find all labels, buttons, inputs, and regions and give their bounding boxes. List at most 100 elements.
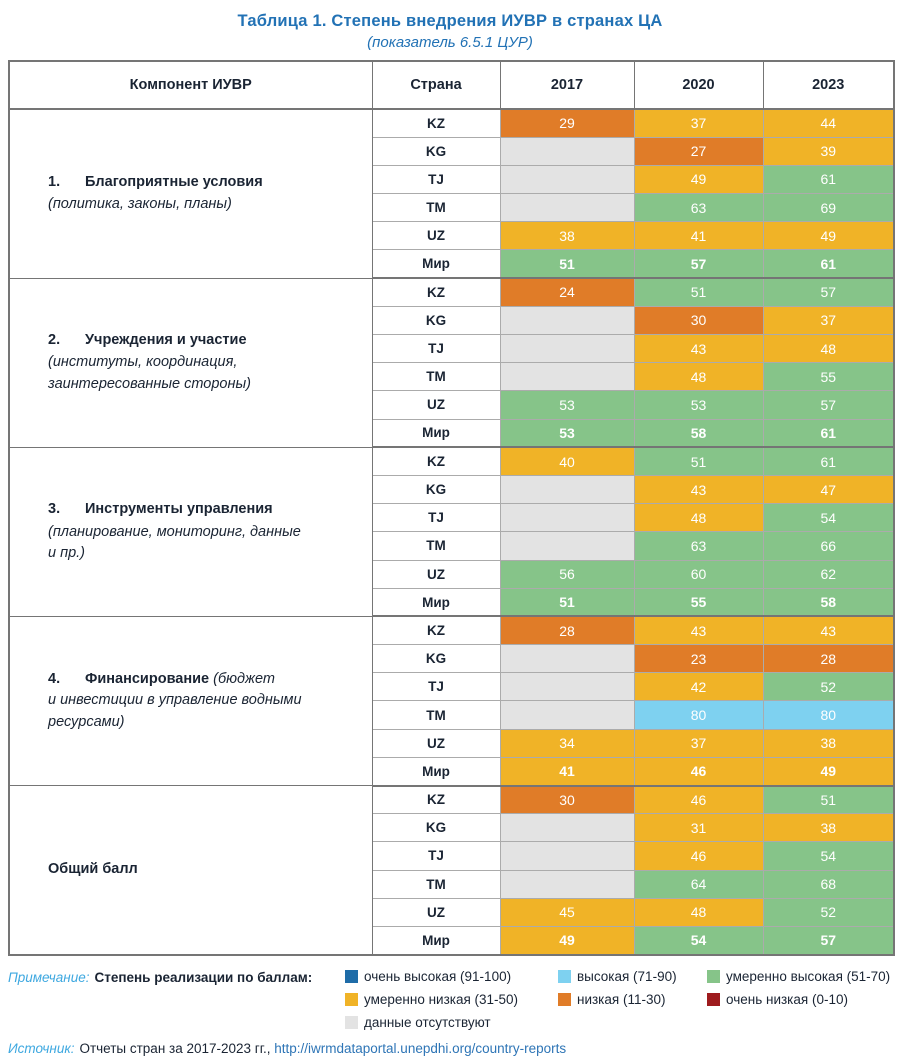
table-row: Мир 53 58 61 xyxy=(9,418,895,449)
country-cell: TM xyxy=(371,193,501,223)
component-number: 3. xyxy=(48,501,61,518)
score-cell: 57 xyxy=(762,925,895,956)
legend-label: умеренно высокая (51-70) xyxy=(726,968,891,984)
score-cell xyxy=(499,193,635,223)
score-cell: 46 xyxy=(633,756,764,787)
table-row: KG 43 47 xyxy=(9,474,895,505)
score-cell: 69 xyxy=(762,193,895,223)
country-cell: KZ xyxy=(371,446,501,476)
score-cell: 80 xyxy=(762,700,895,730)
score-cell: 53 xyxy=(633,390,764,420)
score-cell: 64 xyxy=(633,869,764,899)
source-line: Источник: Отчеты стран за 2017-2023 гг., … xyxy=(8,1041,900,1056)
score-cell xyxy=(499,841,635,871)
table-row: TJ 42 52 xyxy=(9,672,895,702)
column-header-component: Компонент ИУВР xyxy=(8,60,373,110)
table-row: TJ 46 54 xyxy=(9,841,895,871)
legend-swatch xyxy=(707,969,720,983)
component-number: 1. xyxy=(48,173,61,190)
country-cell: UZ xyxy=(371,390,501,420)
country-cell: Мир xyxy=(371,925,501,956)
score-cell: 45 xyxy=(499,897,635,927)
source-link[interactable]: http://iwrmdataportal.unepdhi.org/countr… xyxy=(274,1040,567,1056)
score-cell: 51 xyxy=(762,784,895,815)
score-cell: 56 xyxy=(499,559,635,589)
source-text: Отчеты стран за 2017-2023 гг., xyxy=(79,1040,271,1056)
iwrm-table: Компонент ИУВР Страна 2017 2020 2023 1. Б… xyxy=(8,60,895,956)
score-cell: 41 xyxy=(499,756,635,787)
table-row: UZ 38 41 49 xyxy=(9,221,895,251)
score-cell: 29 xyxy=(499,108,635,138)
score-cell: 55 xyxy=(633,587,764,618)
score-cell xyxy=(499,869,635,899)
score-cell: 46 xyxy=(633,841,764,871)
legend-swatch xyxy=(345,969,358,983)
score-cell xyxy=(499,362,635,392)
score-cell xyxy=(499,164,635,195)
country-cell: KG xyxy=(371,813,501,843)
legend: Примечание: Степень реализации по баллам:… xyxy=(8,969,900,1030)
score-cell: 68 xyxy=(762,869,895,899)
header-row: Компонент ИУВР Страна 2017 2020 2023 xyxy=(8,60,895,110)
score-cell: 58 xyxy=(633,418,764,449)
component-description: (планирование, мониторинг, данные и пр.) xyxy=(48,523,301,562)
table-row: TM 80 80 xyxy=(9,700,895,730)
score-cell: 63 xyxy=(633,193,764,223)
table-row: KG 23 28 xyxy=(9,644,895,674)
country-cell: TJ xyxy=(371,164,501,195)
country-cell: UZ xyxy=(371,559,501,589)
table-row: TM 63 66 xyxy=(9,531,895,561)
score-cell: 60 xyxy=(633,559,764,589)
score-cell: 24 xyxy=(499,277,635,307)
score-cell: 48 xyxy=(633,362,764,392)
table-row: Мир 49 54 57 xyxy=(9,925,895,956)
page-subtitle: (показатель 6.5.1 ЦУР) xyxy=(367,34,533,51)
country-cell: UZ xyxy=(371,221,501,251)
component-description: (бюджет и инвестиции в управление водным… xyxy=(48,670,302,730)
country-cell: TJ xyxy=(371,503,501,533)
score-cell: 41 xyxy=(633,221,764,251)
country-cell: TJ xyxy=(371,841,501,871)
score-cell: 47 xyxy=(762,474,895,505)
score-cell: 49 xyxy=(762,221,895,251)
score-cell: 48 xyxy=(633,897,764,927)
score-cell xyxy=(499,813,635,843)
legend-item: высокая (71-90) xyxy=(558,969,707,984)
table-row: KG 31 38 xyxy=(9,813,895,843)
legend-item: очень низкая (0-10) xyxy=(707,992,890,1007)
score-cell: 48 xyxy=(633,503,764,533)
component-cell: 2. Учреждения и участие (институты, коорди… xyxy=(8,277,373,448)
column-header-2017: 2017 xyxy=(499,60,635,110)
note-label: Примечание: xyxy=(8,969,90,985)
legend-label: умеренно низкая (31-50) xyxy=(364,991,519,1007)
score-cell: 38 xyxy=(762,728,895,758)
score-cell xyxy=(499,700,635,730)
score-cell xyxy=(499,474,635,505)
score-cell xyxy=(499,333,635,364)
score-cell: 39 xyxy=(762,136,895,166)
table-row: 2. Учреждения и участие (институты, коорди… xyxy=(8,277,895,448)
score-cell: 43 xyxy=(762,615,895,646)
score-cell: 63 xyxy=(633,531,764,561)
score-cell xyxy=(499,136,635,166)
component-name: Учреждения и участие xyxy=(85,331,247,348)
column-header-country: Страна xyxy=(371,60,501,110)
table-row: Мир 41 46 49 xyxy=(9,756,895,787)
table-row: TM 64 68 xyxy=(9,869,895,899)
table-row: UZ 53 53 57 xyxy=(9,390,895,420)
component-description: (институты, координация, заинтересованны… xyxy=(48,354,251,392)
component-number: 4. xyxy=(48,670,61,687)
score-cell: 43 xyxy=(633,474,764,505)
country-cell: KZ xyxy=(371,784,501,815)
component-number: 2. xyxy=(48,331,61,348)
legend-label: низкая (11-30) xyxy=(577,991,666,1007)
legend-item: очень высокая (91-100) xyxy=(345,969,558,984)
legend-item: умеренно высокая (51-70) xyxy=(707,969,890,984)
country-cell: KG xyxy=(371,474,501,505)
country-cell: Мир xyxy=(371,249,501,280)
country-cell: TJ xyxy=(371,672,501,702)
score-cell xyxy=(499,644,635,674)
score-cell: 37 xyxy=(762,305,895,336)
score-cell: 37 xyxy=(633,108,764,138)
